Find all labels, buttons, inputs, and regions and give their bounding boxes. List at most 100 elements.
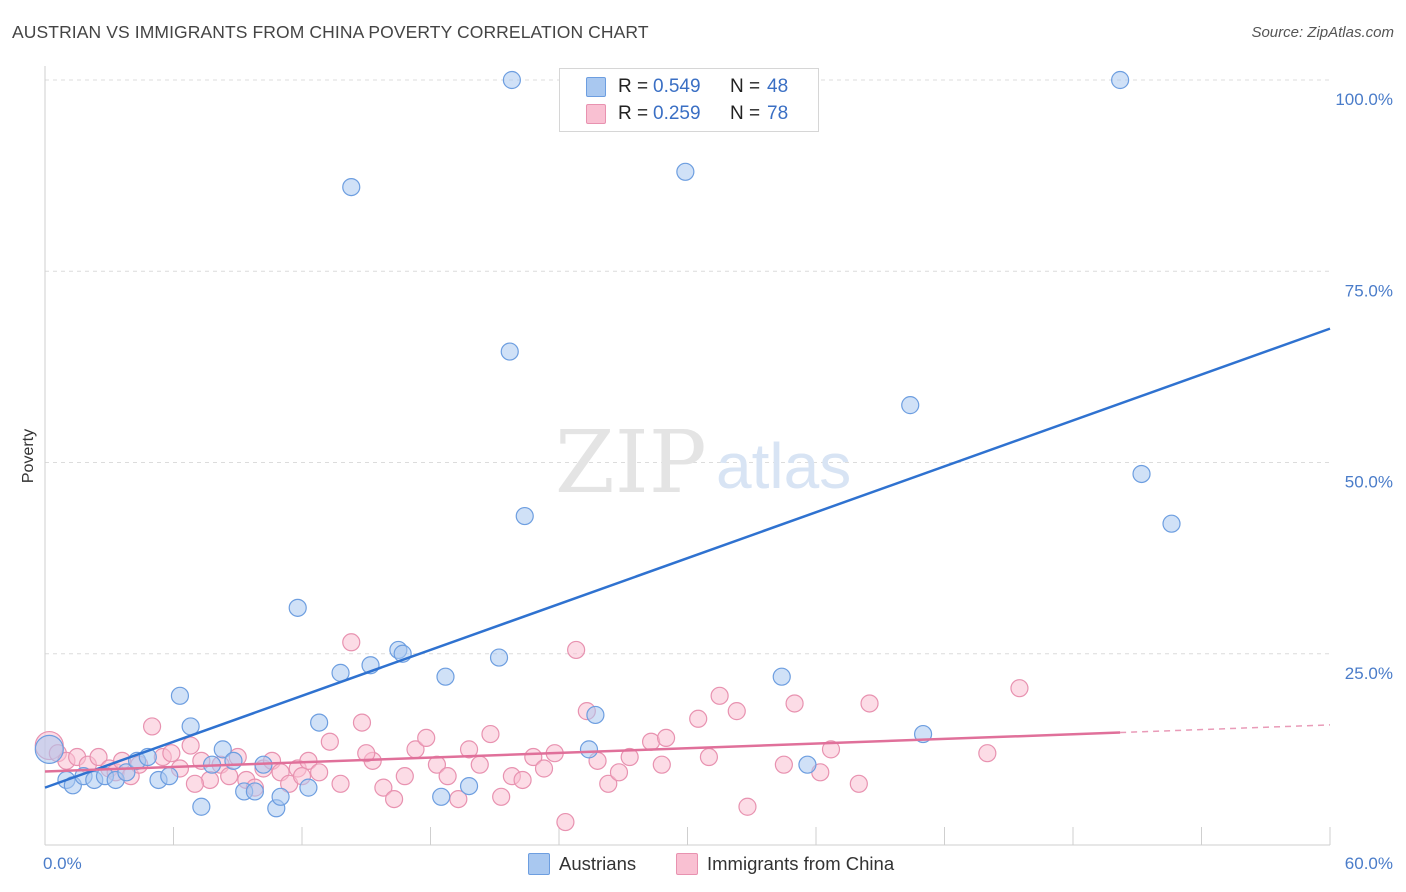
- watermark: ZIP atlas: [555, 413, 851, 513]
- source-label: Source: ZipAtlas.com: [1251, 24, 1394, 41]
- austrians-point: [192, 797, 211, 816]
- china-point: [320, 732, 339, 751]
- legend-swatch-austrians: [586, 77, 606, 97]
- tick-labels: 25.0% 50.0% 75.0% 100.0% 0.0% 60.0%: [43, 90, 1393, 873]
- x-tick-label-min: 0.0%: [43, 854, 82, 873]
- china-point: [774, 755, 793, 774]
- legend-row-china: R = 0.259 N = 78: [560, 101, 818, 127]
- china-point: [438, 767, 457, 786]
- trend-lines: [44, 327, 1331, 789]
- legend-swatch-china: [676, 853, 698, 875]
- correlation-legend: R = 0.549 N = 48 R = 0.259 N = 78: [559, 68, 819, 132]
- china-point: [200, 770, 220, 790]
- china-point: [785, 694, 804, 713]
- x-tick-label-max: 60.0%: [1345, 854, 1393, 873]
- legend-r-label: R =: [618, 103, 649, 124]
- austrians-point: [676, 162, 695, 181]
- china-point: [181, 736, 200, 755]
- legend-n-label: N =: [730, 103, 761, 124]
- austrians-point: [299, 778, 318, 797]
- austrians-point: [1111, 70, 1130, 90]
- legend-swatch-austrians: [528, 853, 550, 875]
- legend-r-label: R =: [618, 76, 649, 97]
- austrians-point: [288, 598, 307, 617]
- austrians-point: [245, 782, 264, 801]
- china-point: [652, 755, 671, 774]
- austrians-point: [1132, 464, 1151, 484]
- austrians-point: [798, 755, 817, 774]
- y-tick-label: 50.0%: [1345, 473, 1393, 492]
- legend-n-value: 48: [767, 76, 789, 97]
- china-point: [609, 763, 629, 782]
- austrians-point: [500, 342, 519, 361]
- austrians-point: [160, 767, 179, 786]
- china-trend-extension: [1120, 724, 1331, 734]
- china-point: [656, 728, 676, 748]
- watermark-zip: ZIP: [555, 413, 707, 513]
- austrians-point: [515, 506, 534, 526]
- china-point: [417, 728, 436, 748]
- china-point: [534, 759, 554, 778]
- austrians-point: [489, 648, 509, 667]
- china-point: [220, 767, 239, 786]
- china-point: [395, 767, 414, 786]
- china-point: [689, 709, 708, 728]
- china-point: [860, 694, 879, 713]
- austrians-point: [502, 70, 521, 90]
- china-point: [849, 774, 868, 793]
- china-trend-line: [44, 731, 1121, 773]
- china-point: [342, 633, 361, 652]
- china-point: [620, 747, 639, 767]
- data-points: [34, 70, 1181, 832]
- china-point: [142, 717, 162, 736]
- china-point: [641, 732, 661, 751]
- china-point: [599, 774, 618, 793]
- china-point: [492, 787, 511, 806]
- legend-r-value: 0.549: [653, 76, 701, 97]
- austrians-point: [772, 667, 791, 686]
- austrians-point: [213, 740, 232, 759]
- legend-row-austrians: R = 0.549 N = 48: [560, 74, 818, 100]
- chart-title: AUSTRIAN VS IMMIGRANTS FROM CHINA POVERT…: [12, 22, 649, 42]
- austrians-point: [432, 787, 451, 806]
- legend-label-austrians: Austrians: [559, 853, 637, 874]
- china-point: [357, 744, 376, 763]
- china-point: [162, 744, 181, 763]
- china-point: [710, 686, 729, 705]
- china-point: [384, 789, 404, 809]
- austrians-point: [1162, 514, 1181, 533]
- china-point: [481, 724, 500, 744]
- china-point: [513, 770, 532, 790]
- austrians-point: [224, 751, 243, 770]
- y-tick-label: 75.0%: [1345, 281, 1393, 300]
- china-point: [567, 640, 586, 660]
- china-point: [89, 747, 108, 767]
- legend-n-label: N =: [730, 76, 761, 97]
- china-point: [459, 740, 479, 759]
- china-point: [310, 763, 329, 782]
- legend-n-value: 78: [767, 103, 789, 124]
- china-point: [556, 812, 575, 832]
- china-point: [821, 740, 841, 759]
- austrians-point: [459, 776, 479, 796]
- austrians-point: [579, 740, 599, 759]
- austrians-point: [310, 713, 329, 732]
- austrians-point: [271, 787, 290, 806]
- y-tick-label: 25.0%: [1345, 664, 1393, 683]
- china-point: [331, 774, 350, 793]
- austrians-point: [342, 178, 361, 197]
- y-axis-title: Poverty: [20, 429, 37, 483]
- austrians-point: [170, 686, 190, 705]
- watermark-atlas: atlas: [716, 430, 851, 502]
- china-point: [470, 755, 489, 774]
- legend-swatch-china: [586, 104, 606, 124]
- austrians-point: [901, 396, 920, 415]
- china-point: [352, 713, 372, 732]
- austrians-trend-line: [44, 327, 1331, 789]
- axes: [44, 66, 1331, 846]
- china-point: [699, 747, 719, 767]
- china-point: [374, 778, 393, 797]
- y-tick-label: 100.0%: [1335, 90, 1393, 109]
- china-point: [1010, 679, 1029, 698]
